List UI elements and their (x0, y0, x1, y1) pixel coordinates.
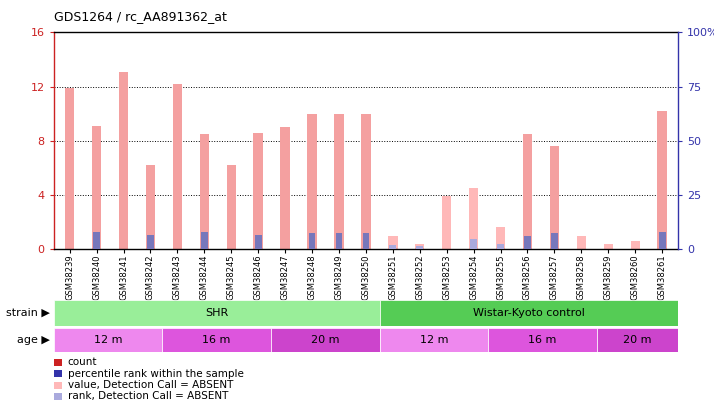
Bar (597, 328, 678, 352)
Bar (255, 235, 261, 249)
Bar (388, 236, 398, 249)
Bar (281, 127, 290, 249)
Bar (442, 196, 451, 249)
Bar (336, 233, 342, 249)
Text: 12 m: 12 m (420, 335, 448, 345)
Text: value, Detection Call = ABSENT: value, Detection Call = ABSENT (68, 380, 233, 390)
Bar (162, 328, 271, 352)
Bar (630, 241, 640, 249)
Text: 20 m: 20 m (623, 335, 652, 345)
Text: 20 m: 20 m (311, 335, 339, 345)
Bar (334, 114, 343, 249)
Text: age ▶: age ▶ (17, 335, 50, 345)
Bar (147, 235, 154, 249)
Text: GDS1264 / rc_AA891362_at: GDS1264 / rc_AA891362_at (54, 10, 226, 23)
Bar (523, 134, 532, 249)
Bar (94, 232, 100, 249)
Bar (200, 134, 209, 249)
Bar (471, 239, 477, 249)
Bar (271, 328, 380, 352)
Bar (54, 328, 162, 352)
Bar (497, 244, 504, 249)
Bar (361, 114, 371, 249)
Bar (390, 245, 396, 249)
Bar (659, 232, 665, 249)
Bar (119, 72, 129, 249)
Text: strain ▶: strain ▶ (6, 308, 50, 318)
Text: SHR: SHR (205, 308, 228, 318)
Bar (488, 328, 597, 352)
Bar (65, 88, 74, 249)
Text: count: count (68, 358, 97, 367)
Bar (577, 236, 586, 249)
Bar (496, 227, 506, 249)
Bar (253, 132, 263, 249)
Text: 16 m: 16 m (528, 335, 557, 345)
Bar (363, 233, 369, 249)
Bar (92, 126, 101, 249)
Bar (550, 146, 559, 249)
Bar (201, 232, 208, 249)
Bar (416, 246, 423, 249)
Bar (524, 236, 531, 249)
Bar (173, 84, 182, 249)
Text: 12 m: 12 m (94, 335, 122, 345)
Bar (54, 300, 380, 326)
Bar (307, 114, 317, 249)
Bar (380, 300, 678, 326)
Bar (226, 165, 236, 249)
Bar (308, 233, 316, 249)
Bar (658, 111, 667, 249)
Text: rank, Detection Call = ABSENT: rank, Detection Call = ABSENT (68, 392, 228, 401)
Bar (469, 188, 478, 249)
Text: percentile rank within the sample: percentile rank within the sample (68, 369, 243, 379)
Bar (380, 328, 488, 352)
Text: Wistar-Kyoto control: Wistar-Kyoto control (473, 308, 585, 318)
Bar (551, 233, 558, 249)
Bar (415, 244, 425, 249)
Bar (603, 244, 613, 249)
Text: 16 m: 16 m (202, 335, 231, 345)
Bar (146, 165, 155, 249)
